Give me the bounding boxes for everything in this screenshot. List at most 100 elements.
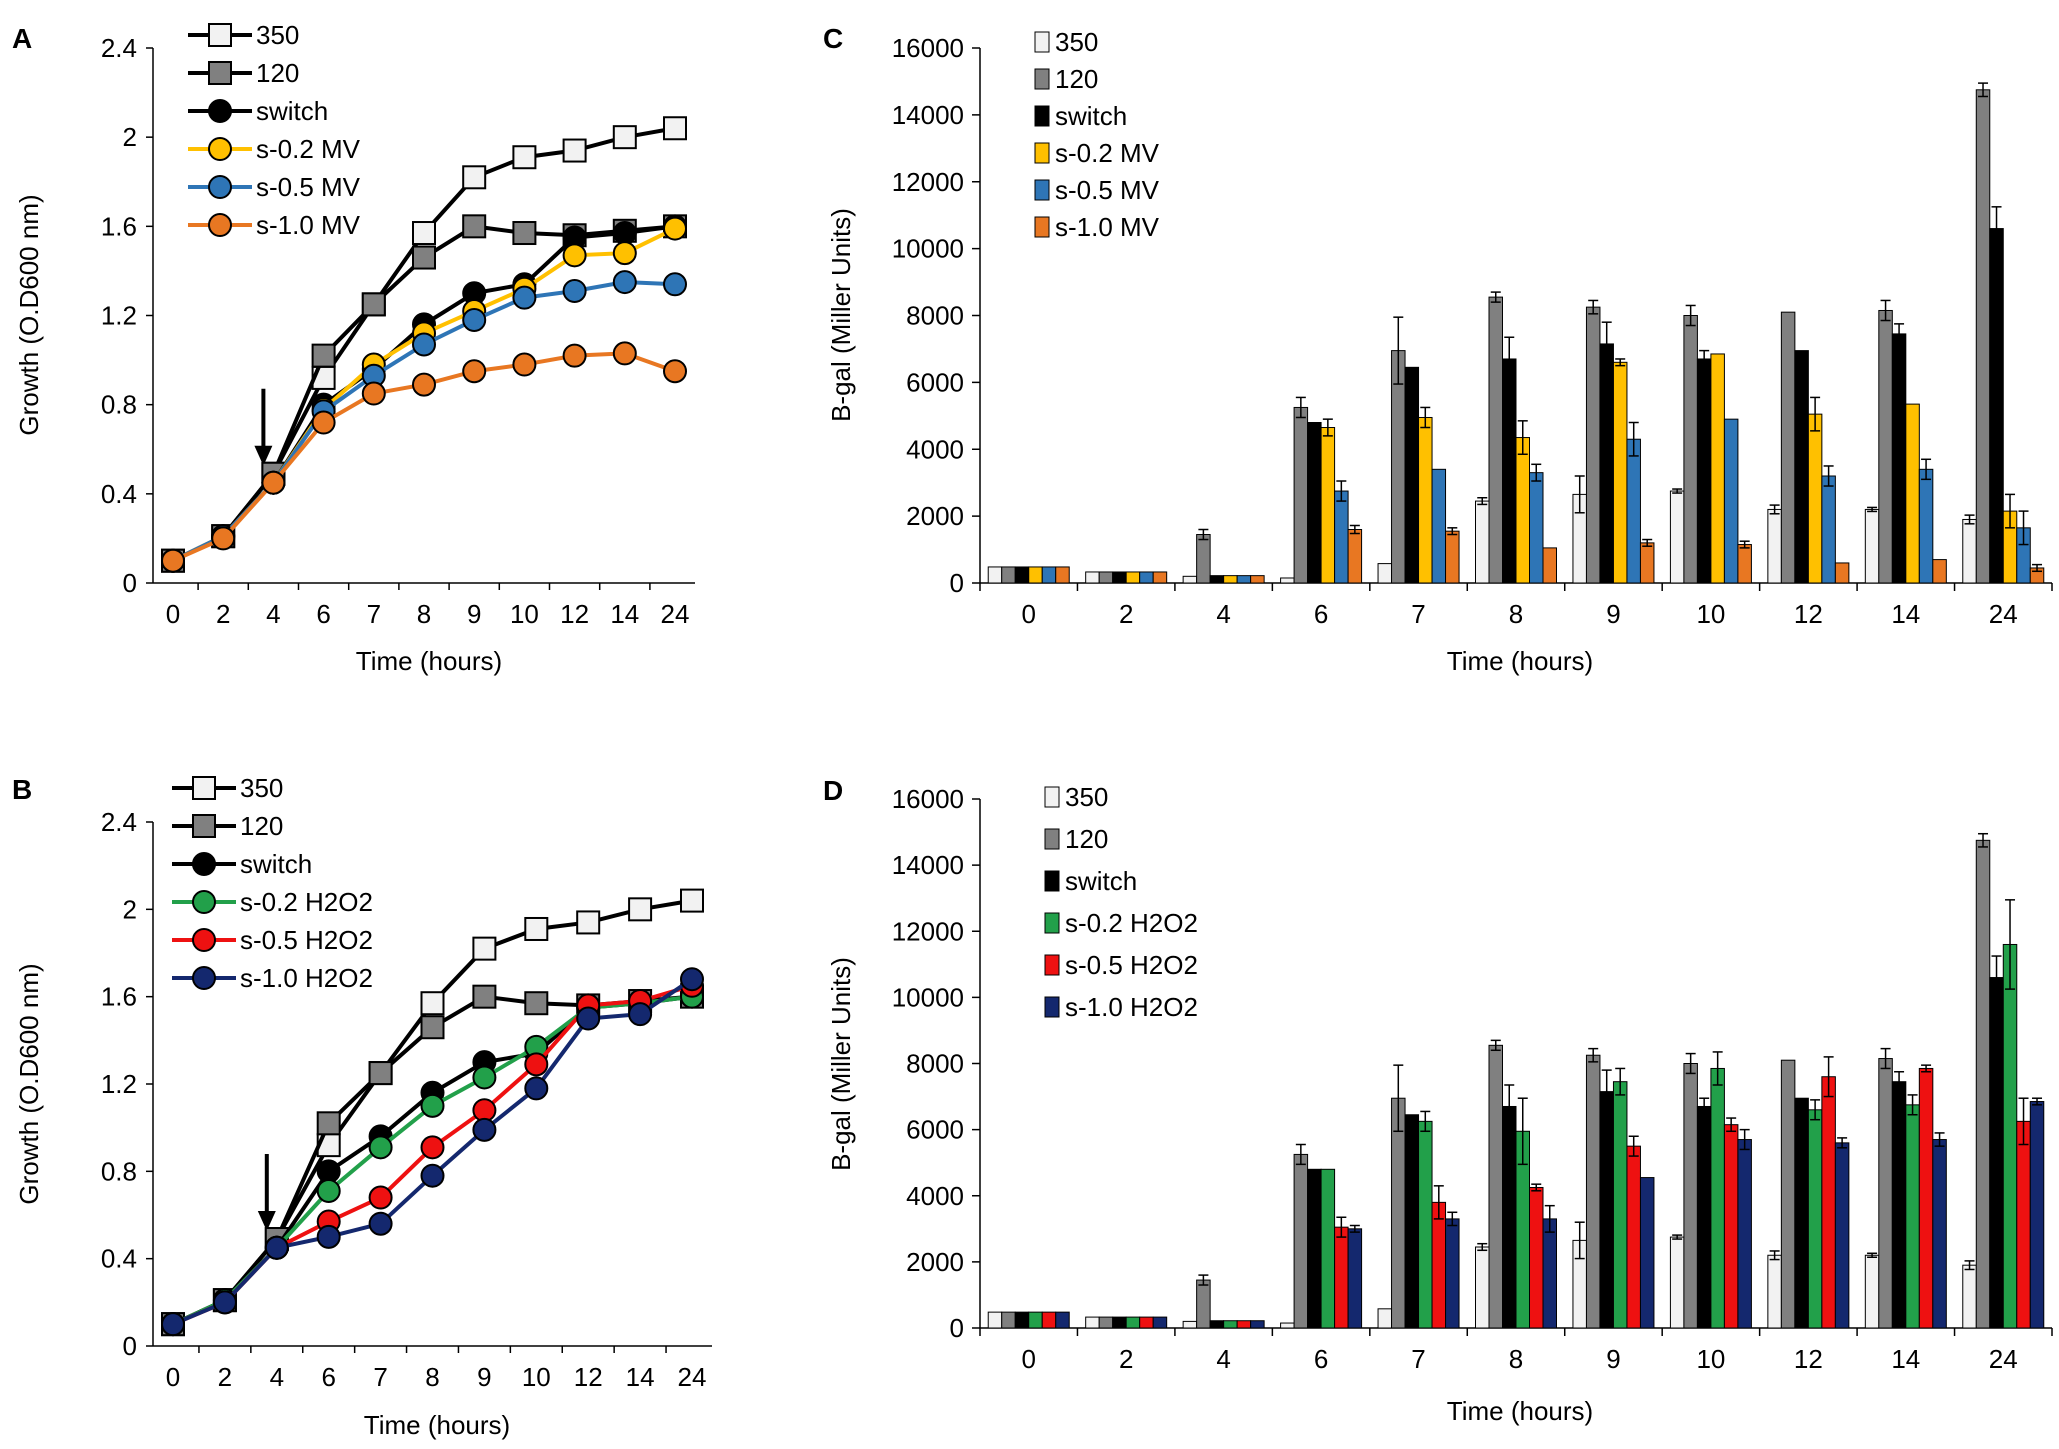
x-tick-label: 6 [1314,599,1328,629]
bar [1445,530,1460,584]
data-point-square [680,888,704,913]
bar [1431,1201,1447,1329]
bar [1112,571,1127,584]
legend-label: 350 [256,20,299,50]
x-tick-label: 24 [661,599,690,629]
bar [1710,353,1725,584]
data-point-circle [612,241,637,266]
panel-label: D [823,775,843,806]
bar [1683,1063,1698,1329]
bar [1377,1308,1393,1329]
x-tick-label: 0 [1021,599,1035,629]
series-s-0-2-mv [1028,353,2018,584]
x-tick-label: 24 [1989,599,2018,629]
panel-a-line-chart: A00.40.81.21.622.40 2 4 6 7 8 9 10 12 14 24Growth … [12,20,695,676]
data-point-circle [512,352,537,377]
x-tick-label: 2 [216,599,230,629]
bar [1821,475,1836,584]
data-point-circle [472,1065,497,1090]
bar [1307,422,1322,584]
legend-label: switch [240,849,312,879]
bar [1347,1228,1363,1329]
data-point-circle [628,1002,653,1027]
y-tick-label: 16000 [892,784,964,814]
data-point-square [562,138,587,163]
legend-label: s-0.2 MV [1055,138,1160,168]
data-point-circle [663,216,687,241]
bar [1098,571,1114,584]
bar [1696,1105,1712,1329]
y-axis-title: Growth (O.D600 nm) [14,963,44,1204]
series-120 [1001,82,1991,584]
legend-label: s-0.5 MV [1055,175,1160,205]
x-tick-label: 6 [321,1362,335,1392]
x-tick-label: 2 [1119,599,1133,629]
legend-label: switch [256,96,328,126]
data-point-circle [524,1052,549,1077]
panel-label: C [823,23,843,54]
x-tick-label: 14 [610,599,639,629]
bar [1669,1236,1685,1329]
series-s-0-2-h2o2 [1028,899,2018,1329]
bar [1418,1120,1433,1329]
bar [1780,311,1796,584]
legend-label: switch [1065,866,1137,896]
data-point-square [462,214,487,239]
data-point-circle [420,1163,445,1188]
series-350 [987,475,1977,584]
bar [1377,563,1393,584]
x-tick-label: 8 [425,1362,439,1392]
bar [1182,1320,1198,1329]
bar [1280,577,1295,584]
bar [1250,575,1265,584]
legend-label: 120 [1065,824,1108,854]
legend-swatch [1044,828,1060,850]
x-tick-label: 8 [417,599,431,629]
legend-swatch [1034,68,1050,90]
bar [1223,575,1238,584]
legend-marker [208,99,232,123]
bar [987,1311,1003,1329]
bar [1975,89,1991,584]
bar [1794,350,1809,584]
bar [1055,566,1070,584]
bar [1639,542,1655,584]
bar [1347,529,1363,584]
y-tick-label: 6000 [906,367,964,397]
data-point-square [412,221,436,246]
x-tick-label: 24 [678,1362,707,1392]
x-tick-label: 4 [270,1362,284,1392]
legend-label: s-1.0 H2O2 [1065,992,1198,1022]
legend-label: s-0.2 H2O2 [240,887,373,917]
bar [1391,1097,1406,1329]
bar [1307,1168,1322,1329]
y-tick-label: 2.4 [101,807,137,837]
bar [1626,438,1641,584]
x-tick-label: 10 [522,1362,551,1392]
data-point-circle [663,272,687,297]
bar [1905,1104,1920,1329]
legend-swatch [1044,954,1060,976]
y-tick-label: 0 [950,1313,964,1343]
bar [1529,1186,1544,1329]
y-tick-label: 0 [123,568,137,598]
bar [1502,358,1517,584]
bar [1209,575,1225,584]
series-s-1-0-h2o2 [1055,1097,2045,1329]
legend-marker [208,137,232,161]
legend-label: 350 [240,773,283,803]
data-point-circle [612,221,637,246]
data-point-square [512,221,537,246]
x-axis-title: Time (hours) [356,646,502,676]
legend-marker [208,175,232,199]
panel-c-bar-chart: C 0 2000 4000 6000 8000 10000 12000 14000 16000 0 2… [823,23,2053,676]
data-point-square [462,165,487,190]
bar [1599,1091,1614,1329]
series-s-1-0-h2o2 [161,967,704,1337]
x-tick-label: 7 [367,599,381,629]
bar [1085,571,1100,584]
series-s-1-0-mv [1055,524,2045,584]
bar [1125,571,1141,584]
bar [1196,534,1211,584]
